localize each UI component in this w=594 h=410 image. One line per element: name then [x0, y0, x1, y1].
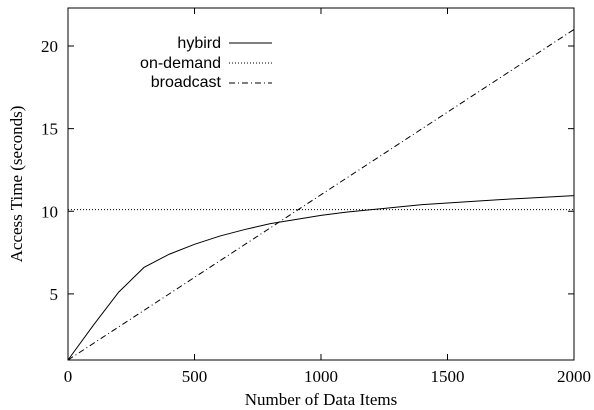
- tick-labels: 0 500 1000 1500 2000 5 10 15 20: [41, 37, 591, 386]
- legend: hybird on-demand broadcast: [140, 35, 272, 91]
- x-tick-label-2000: 2000: [557, 367, 591, 386]
- legend-label-broadcast: broadcast: [151, 74, 222, 91]
- x-tick-label-1000: 1000: [304, 367, 338, 386]
- x-axis-title: Number of Data Items: [245, 390, 397, 409]
- y-tick-label-20: 20: [41, 37, 58, 56]
- x-tick-label-1500: 1500: [431, 367, 465, 386]
- legend-label-on-demand: on-demand: [140, 55, 221, 72]
- series-line-hybird: [67, 195, 575, 361]
- series-line-broadcast: [67, 29, 575, 361]
- y-axis-title: Access Time (seconds): [7, 106, 26, 263]
- y-tick-label-15: 15: [41, 120, 58, 139]
- x-tick-label-500: 500: [182, 367, 208, 386]
- y-tick-label-10: 10: [41, 202, 58, 221]
- series-lines: [67, 29, 575, 361]
- legend-label-hybird: hybird: [177, 35, 221, 52]
- tick-marks: [67, 8, 575, 360]
- x-tick-label-0: 0: [64, 367, 73, 386]
- y-tick-label-5: 5: [50, 285, 59, 304]
